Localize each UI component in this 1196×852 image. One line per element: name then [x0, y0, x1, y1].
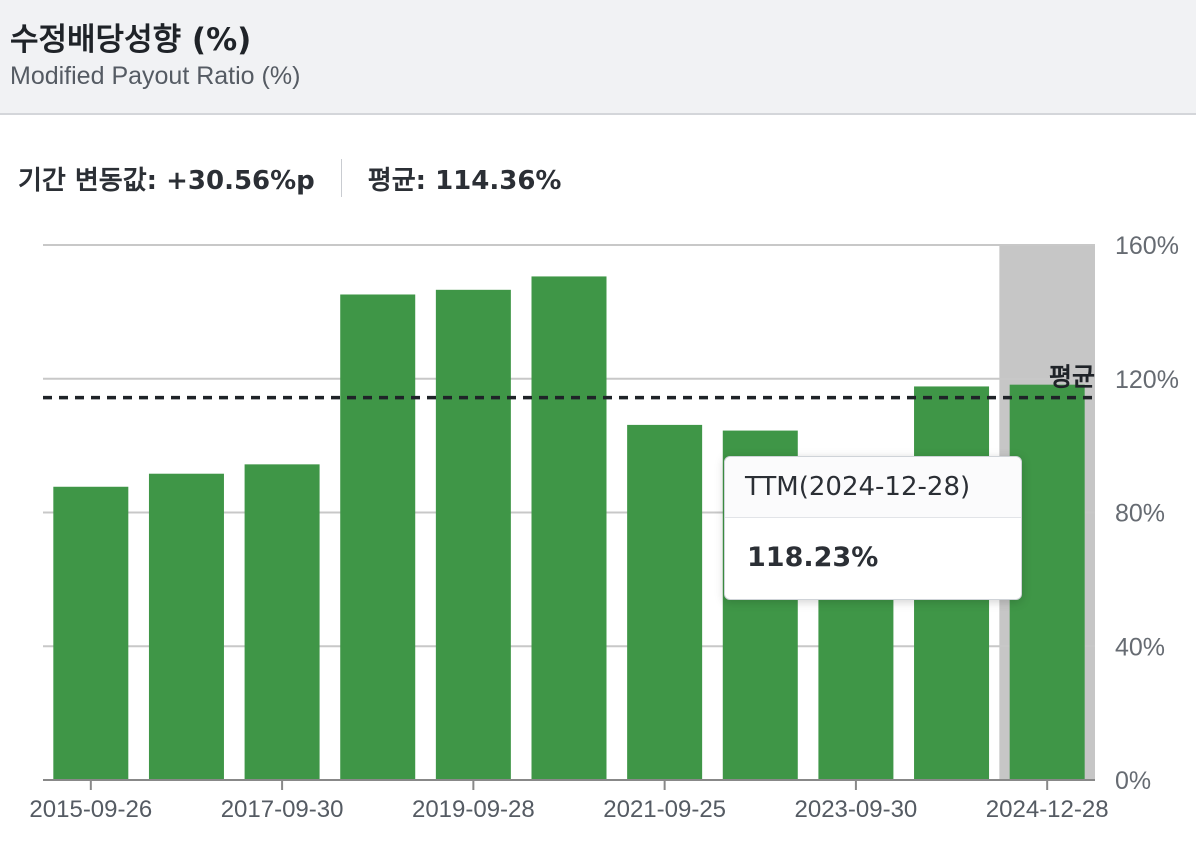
y-tick-label: 0% — [1115, 767, 1151, 795]
bar[interactable] — [244, 464, 320, 780]
chart-header: 수정배당성향 (%) Modified Payout Ratio (%) — [0, 0, 1196, 115]
bar[interactable] — [53, 486, 129, 780]
average-line-label: 평균 — [1049, 363, 1095, 392]
chart-tooltip: TTM(2024-12-28) 118.23% — [724, 456, 1022, 600]
tooltip-title: TTM(2024-12-28) — [725, 457, 1021, 518]
chart-subtitle: Modified Payout Ratio (%) — [10, 62, 301, 90]
x-tick-label: 2021-09-25 — [603, 796, 726, 823]
x-tick-label: 2015-09-26 — [29, 796, 152, 823]
bar[interactable] — [627, 424, 703, 780]
y-tick-label: 40% — [1115, 633, 1165, 661]
x-tick-label: 2023-09-30 — [795, 796, 918, 823]
y-tick-label: 120% — [1115, 366, 1179, 394]
x-tick-label: 2017-09-30 — [221, 796, 344, 823]
bar[interactable] — [435, 289, 511, 780]
bar[interactable] — [340, 294, 416, 780]
period-change-stat: 기간 변동값: +30.56%p — [18, 165, 315, 196]
tooltip-value: 118.23% — [747, 542, 879, 573]
chart-title: 수정배당성향 (%) — [10, 22, 252, 58]
bar[interactable] — [531, 276, 607, 780]
y-tick-label: 160% — [1115, 232, 1179, 260]
y-tick-label: 80% — [1115, 500, 1165, 528]
x-tick-label: 2019-09-28 — [412, 796, 535, 823]
average-stat: 평균: 114.36% — [367, 165, 562, 196]
x-tick-label: 2024-12-28 — [986, 796, 1109, 823]
bar[interactable] — [148, 473, 224, 780]
stats-divider — [340, 159, 342, 197]
bar[interactable] — [1009, 384, 1085, 780]
stats-row: 기간 변동값: +30.56%p 평균: 114.36% — [18, 158, 561, 198]
